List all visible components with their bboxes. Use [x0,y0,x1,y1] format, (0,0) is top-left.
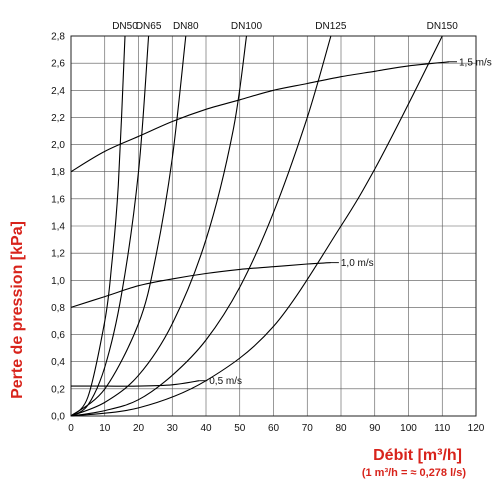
y-tick-label: 1,2 [51,249,65,260]
y-tick-label: 0,0 [51,412,65,423]
y-tick-label: 0,4 [51,357,65,368]
y-tick-label: 0,8 [51,303,65,314]
velocity-line-0-5-m-s [71,381,199,387]
y-tick-label: 1,6 [51,194,65,205]
series-label-dn100: DN100 [231,21,263,32]
y-tick-label: 1,4 [51,222,65,233]
x-tick-label: 30 [167,423,179,434]
y-tick-label: 0,6 [51,330,65,341]
y-tick-label: 2,4 [51,86,65,97]
velocity-label-1-0-m-s: 1,0 m/s [341,258,374,269]
x-tick-label: 0 [68,423,74,434]
x-axis-label: Débit [m³/h] [373,447,462,464]
x-tick-label: 70 [302,423,314,434]
y-tick-label: 2,6 [51,59,65,70]
x-tick-label: 120 [468,423,485,434]
series-label-dn50: DN50 [112,21,138,32]
x-tick-label: 80 [335,423,347,434]
x-axis-note: (1 m³/h = ≈ 0,278 l/s) [362,467,466,479]
series-label-dn80: DN80 [173,21,199,32]
x-tick-label: 20 [133,423,145,434]
y-tick-label: 2,8 [51,32,65,43]
x-tick-label: 40 [200,423,212,434]
series-label-dn125: DN125 [315,21,347,32]
x-tick-label: 90 [369,423,381,434]
x-tick-label: 100 [400,423,417,434]
y-tick-label: 1,0 [51,276,65,287]
series-label-dn150: DN150 [427,21,459,32]
y-tick-label: 2,0 [51,140,65,151]
velocity-label-0-5-m-s: 0,5 m/s [209,376,242,387]
x-tick-label: 50 [234,423,246,434]
x-tick-label: 110 [434,423,450,434]
x-tick-label: 60 [268,423,280,434]
y-tick-label: 2,2 [51,113,65,124]
y-tick-label: 1,8 [51,167,65,178]
velocity-line-1-5-m-s [71,62,449,172]
x-tick-label: 10 [99,423,111,434]
y-tick-label: 0,2 [51,384,65,395]
y-axis-label: Perte de pression [kPa] [9,221,26,399]
series-label-dn65: DN65 [136,21,162,32]
velocity-label-1-5-m-s: 1,5 m/s [459,57,492,68]
